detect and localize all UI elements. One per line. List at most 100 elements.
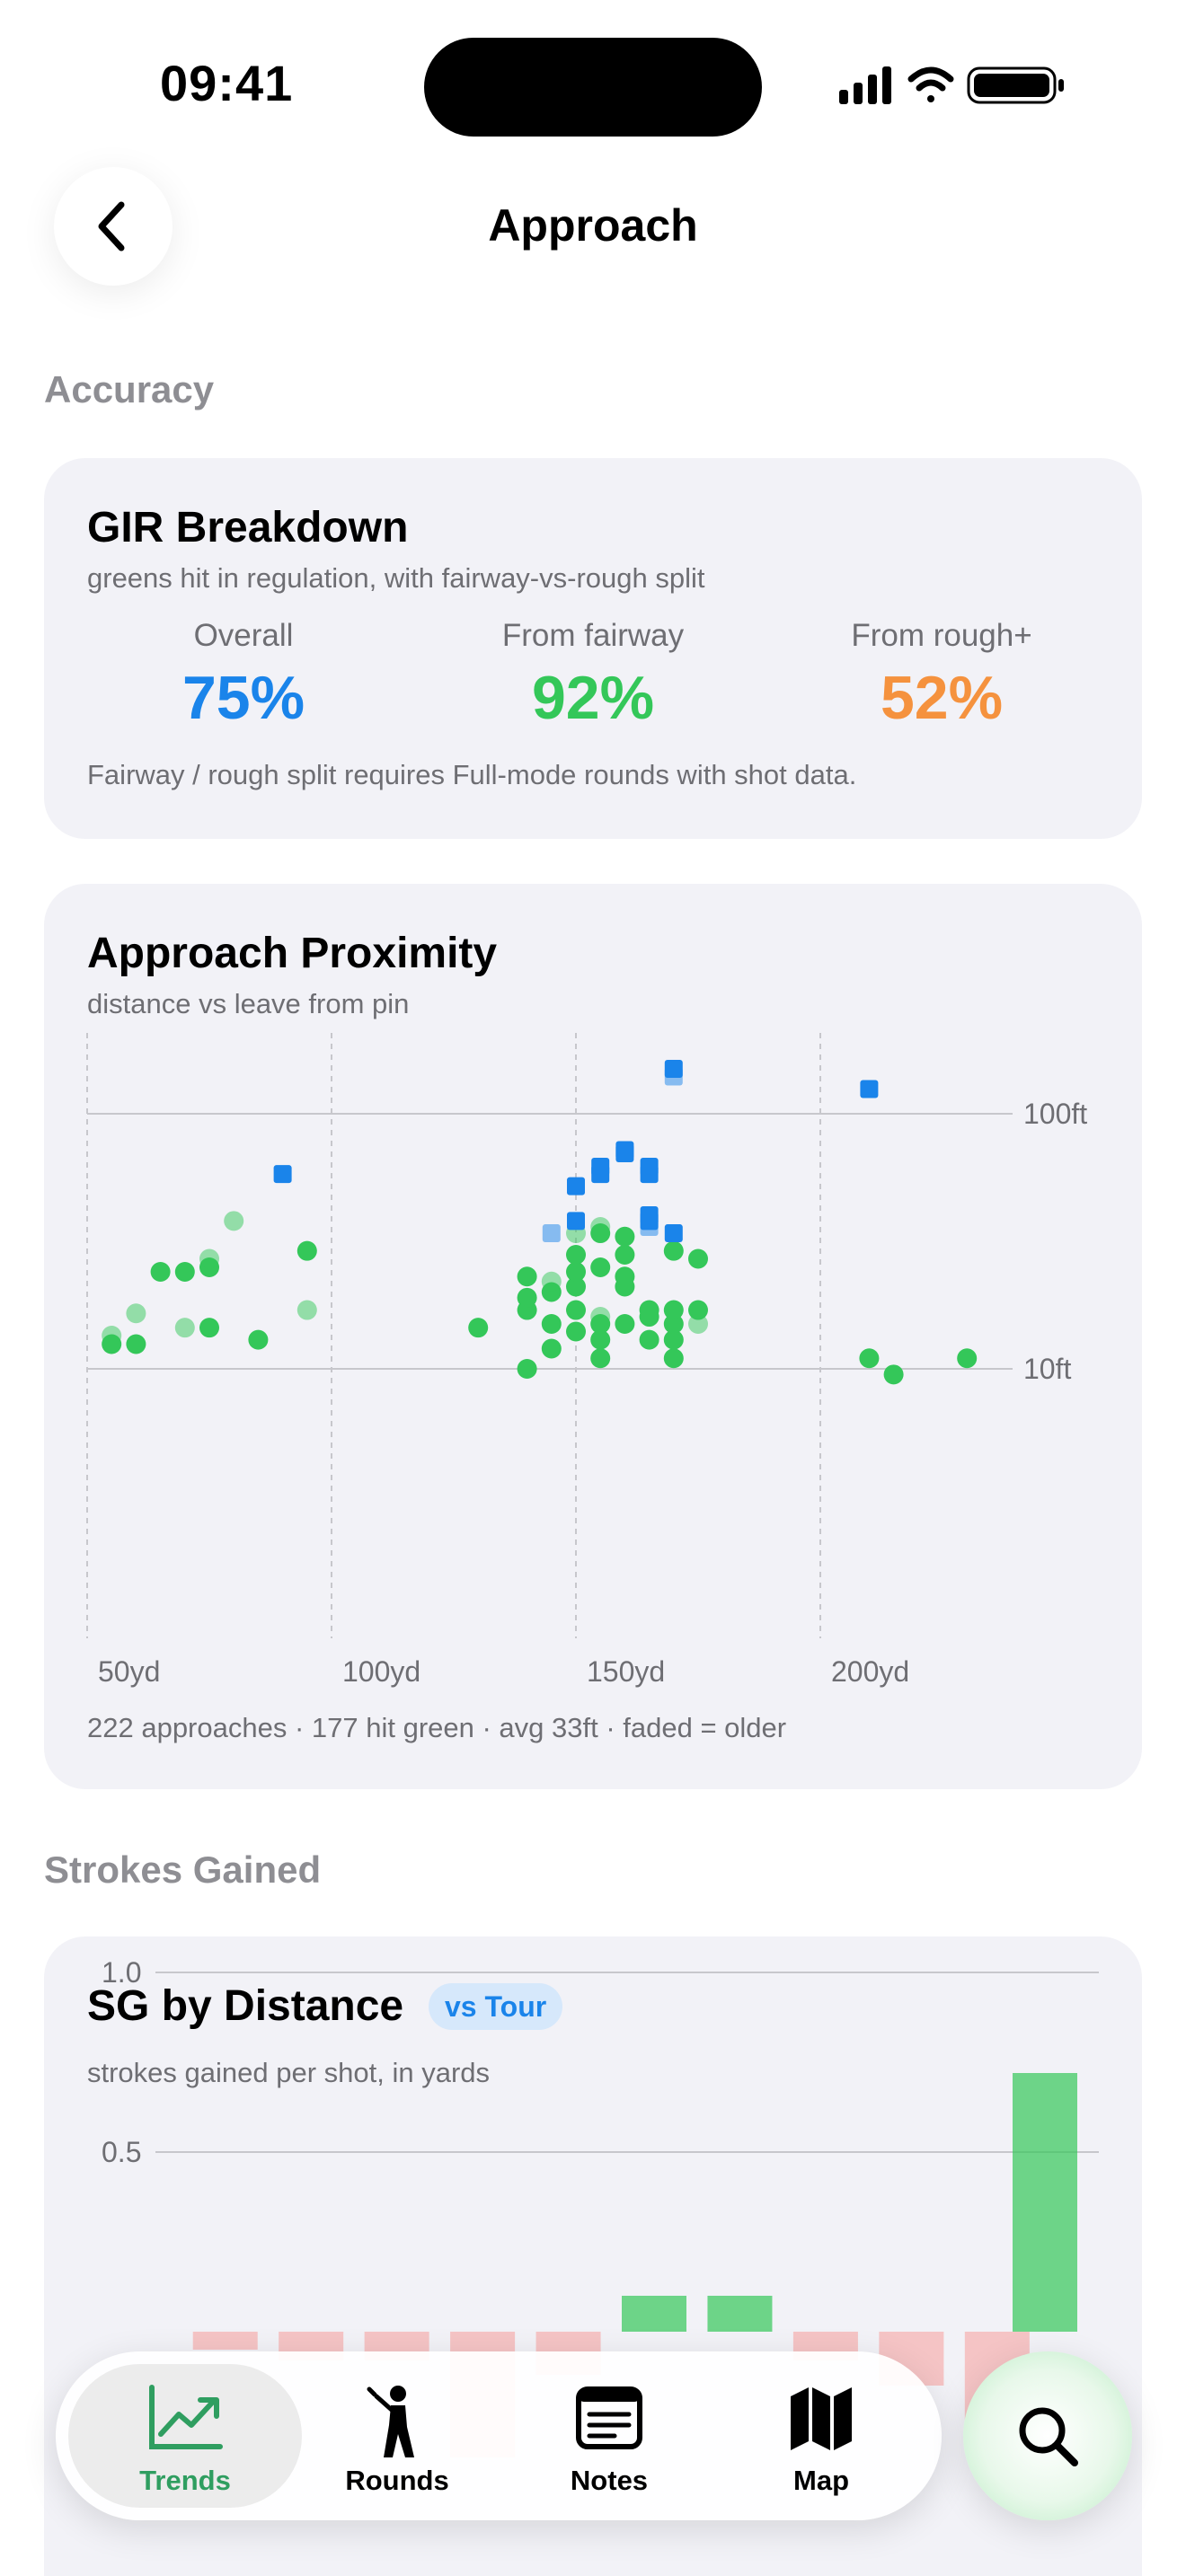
proximity-point-hit (566, 1300, 586, 1320)
search-button[interactable] (963, 2351, 1132, 2520)
proximity-point-hit (615, 1226, 635, 1247)
y-tick-label: 10ft (1023, 1353, 1071, 1385)
proximity-title: Approach Proximity (87, 930, 498, 977)
gir-fairway-label: From fairway (501, 618, 685, 653)
proximity-point-hit (957, 1348, 978, 1369)
proximity-point-miss (591, 1157, 610, 1176)
proximity-subtitle: distance vs leave from pin (87, 988, 410, 1019)
x-tick-label: 200yd (831, 1655, 909, 1688)
gir-fairway-value: 92% (531, 664, 655, 732)
x-tick-label: 50yd (98, 1655, 160, 1688)
status-time: 09:41 (160, 55, 294, 111)
gir-title: GIR Breakdown (87, 504, 409, 551)
tab-notes[interactable]: Notes (492, 2364, 726, 2508)
proximity-point-hit (615, 1313, 635, 1334)
proximity-point-hit (199, 1318, 219, 1338)
status-icons (839, 66, 1064, 104)
proximity-scatter-chart: 50yd 100yd 150yd 200yd 100ft 10ft (86, 1033, 1087, 1688)
proximity-point-miss (860, 1080, 879, 1098)
proximity-point-hit (174, 1262, 195, 1283)
proximity-point-hit (296, 1240, 317, 1261)
proximity-point-miss (615, 1141, 634, 1160)
tab-trends[interactable]: Trends (68, 2364, 302, 2508)
page-title: Approach (488, 200, 698, 251)
proximity-point-hit (517, 1266, 537, 1287)
proximity-point-hit (590, 1329, 611, 1350)
back-button[interactable] (54, 167, 173, 286)
proximity-point-miss (664, 1224, 683, 1243)
proximity-point-hit (590, 1307, 611, 1328)
sg-y-tick-label: 1.0 (102, 1956, 141, 1989)
search-icon (1019, 2407, 1078, 2466)
proximity-point-hit (883, 1364, 904, 1385)
proximity-point-hit (688, 1313, 708, 1334)
proximity-point-hit (590, 1348, 611, 1369)
gir-breakdown-card: GIR Breakdown greens hit in regulation, … (44, 458, 1142, 839)
gir-overall: Overall 75% (95, 618, 392, 733)
gir-footnote: Fairway / rough split requires Full-mode… (87, 759, 857, 790)
sg-title: SG by Distance (87, 1982, 404, 2030)
trend-chart-icon (149, 2385, 223, 2449)
proximity-point-hit (566, 1321, 586, 1342)
proximity-point-miss (273, 1165, 292, 1184)
sg-bar (622, 2296, 686, 2332)
proximity-point-hit (663, 1240, 684, 1261)
proximity-point-hit (199, 1248, 219, 1269)
proximity-point-miss (567, 1177, 585, 1195)
proximity-point-hit (639, 1300, 659, 1320)
proximity-footnote: 222 approaches · 177 hit green · avg 33f… (87, 1712, 787, 1743)
tab-notes-label: Notes (570, 2465, 649, 2496)
proximity-point-hit (663, 1313, 684, 1334)
proximity-point-miss (542, 1224, 561, 1243)
x-tick-label: 150yd (587, 1655, 665, 1688)
notes-icon (576, 2386, 642, 2449)
sg-subtitle: strokes gained per shot, in yards (87, 2057, 491, 2088)
proximity-point-hit (615, 1245, 635, 1266)
proximity-point-hit (566, 1245, 586, 1266)
proximity-point-hit (541, 1313, 562, 1334)
tab-rounds-label: Rounds (345, 2465, 449, 2496)
proximity-point-miss (567, 1212, 585, 1231)
proximity-point-hit (688, 1248, 708, 1269)
approach-proximity-card: Approach Proximity distance vs leave fro… (44, 884, 1142, 1789)
chevron-left-icon (98, 201, 125, 251)
proximity-point-hit (224, 1211, 244, 1231)
gir-fairway: From fairway 92% (445, 618, 741, 733)
proximity-point-hit (639, 1329, 659, 1350)
dynamic-island (424, 38, 762, 137)
map-icon (791, 2387, 852, 2450)
battery-icon (967, 66, 1064, 104)
proximity-point-hit (590, 1217, 611, 1238)
proximity-point-hit (615, 1266, 635, 1287)
proximity-point-hit (296, 1300, 317, 1320)
sg-y-tick-label: 0.5 (102, 2136, 141, 2168)
proximity-point-hit (566, 1262, 586, 1283)
proximity-point-hit (517, 1359, 537, 1379)
proximity-point-miss (664, 1059, 683, 1078)
wifi-icon (907, 66, 954, 102)
tab-map[interactable]: Map (704, 2364, 938, 2508)
proximity-point-hit (541, 1271, 562, 1292)
proximity-point-hit (150, 1262, 171, 1283)
proximity-point-hit (663, 1300, 684, 1320)
proximity-point-hit (126, 1303, 146, 1324)
tab-bar: Trends Rounds Notes (56, 2351, 942, 2520)
sg-bar (1013, 2073, 1077, 2332)
gir-rough-value: 52% (880, 664, 1004, 732)
proximity-point-hit (468, 1318, 489, 1338)
gir-rough-label: From rough+ (851, 618, 1032, 653)
proximity-point-hit (126, 1334, 146, 1354)
proximity-point-hit (663, 1348, 684, 1369)
tab-map-label: Map (793, 2465, 849, 2496)
tab-rounds[interactable]: Rounds (280, 2364, 514, 2508)
proximity-point-miss (640, 1157, 659, 1176)
vs-tour-badge: vs Tour (429, 1983, 563, 2030)
proximity-point-hit (566, 1276, 586, 1297)
proximity-point-hit (248, 1329, 269, 1350)
section-title-accuracy: Accuracy (44, 368, 215, 410)
gir-subtitle: greens hit in regulation, with fairway-v… (87, 562, 705, 594)
cellular-signal-icon (839, 66, 891, 104)
y-tick-label: 100ft (1023, 1098, 1087, 1130)
gir-overall-value: 75% (181, 664, 305, 732)
proximity-point-hit (663, 1329, 684, 1350)
